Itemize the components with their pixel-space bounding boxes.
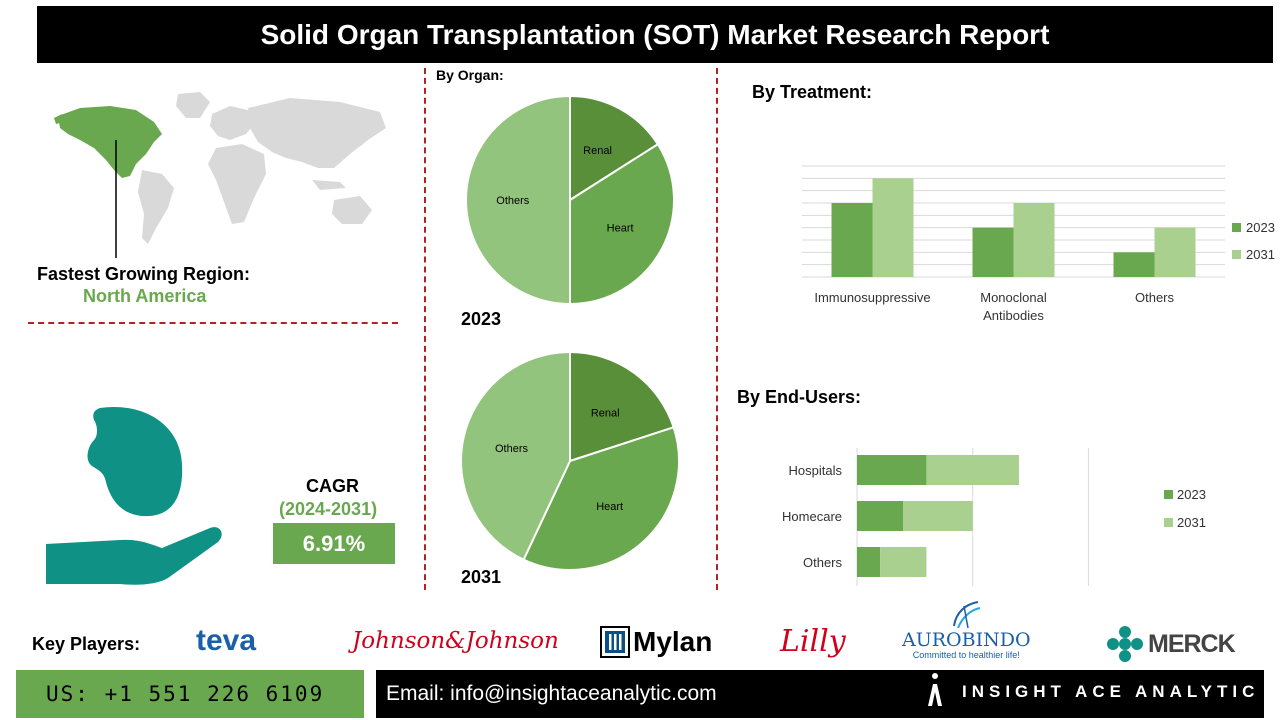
treatment-category-label: Antibodies xyxy=(983,308,1044,323)
treatment-category-label: Monoclonal xyxy=(980,290,1047,305)
pie-2023-label-renal: Renal xyxy=(583,145,612,157)
end-users-legend-label-2023: 2023 xyxy=(1177,487,1206,502)
hand-shape xyxy=(46,527,222,585)
indonesia-shape xyxy=(312,180,346,190)
end-users-legend-swatch-2031 xyxy=(1164,518,1173,527)
merck-logo: MERCK xyxy=(1106,625,1236,663)
key-players-label: Key Players: xyxy=(32,634,141,654)
brand-name: INSIGHT ACE ANALYTIC xyxy=(962,682,1260,701)
pie-2031-slice-others xyxy=(460,350,571,561)
pie-2031-label-renal: Renal xyxy=(591,407,620,419)
pie-2031-year-label: 2031 xyxy=(461,567,502,587)
treatment-bar-2023 xyxy=(831,203,873,277)
divider-region xyxy=(28,322,398,324)
page-title: Solid Organ Transplantation (SOT) Market… xyxy=(260,18,1050,50)
by-end-users-title: By End-Users: xyxy=(737,387,862,407)
kidney-shape xyxy=(87,406,183,517)
aurobindo-icon xyxy=(953,601,981,629)
merck-logo-text: MERCK xyxy=(1148,629,1236,658)
treatment-category-label: Immunosuppressive xyxy=(814,290,930,305)
lilly-logo: Lilly xyxy=(780,624,846,659)
africa-shape xyxy=(208,144,266,224)
mylan-icon xyxy=(600,626,630,658)
cagr-period: (2024-2031) xyxy=(279,499,378,519)
pie-2031-label-others: Others xyxy=(495,443,529,455)
australia-shape xyxy=(332,196,372,224)
end-users-legend-label-2031: 2031 xyxy=(1177,515,1206,530)
cagr-value: 6.91% xyxy=(273,523,395,564)
kidney-hand-icon xyxy=(46,406,222,585)
greenland-shape xyxy=(176,92,210,118)
treatment-bar-2031 xyxy=(1154,227,1196,277)
pie-2031-slice-renal xyxy=(569,350,675,463)
north-america-shape xyxy=(54,106,162,178)
phone-contact[interactable]: US: +1 551 226 6109 xyxy=(16,670,364,718)
email-contact[interactable]: Email: info@insightaceanalytic.com xyxy=(376,670,1264,718)
treatment-bar-chart: Immunosuppressive Monoclonal Antibodies Oth… xyxy=(802,165,1275,323)
johnson-logo-text: Johnson&Johnson xyxy=(352,628,559,654)
aurobindo-logo: AUROBINDO Committed to healthier life! xyxy=(902,600,1031,660)
johnson-and-johnson-logo: Johnson&Johnson xyxy=(352,628,559,654)
pie-2023-year-label: 2023 xyxy=(461,309,502,329)
pie-2023-slice-others xyxy=(465,94,571,306)
pie-2023-slice-heart xyxy=(569,142,675,306)
teva-logo: teva xyxy=(196,624,256,658)
treatment-category-label: Others xyxy=(1135,290,1175,305)
japan-shape xyxy=(356,128,366,146)
by-treatment-title: By Treatment: xyxy=(752,82,873,102)
world-map xyxy=(54,92,386,258)
end-users-category-label: Homecare xyxy=(782,509,842,524)
divider-right xyxy=(716,68,718,590)
pie-chart-2023: Renal Heart Others xyxy=(465,94,675,306)
region-label: Fastest Growing Region: xyxy=(37,264,251,284)
end-users-category-label: Hospitals xyxy=(789,463,843,478)
teva-logo-text: teva xyxy=(196,624,257,657)
treatment-bar-2031 xyxy=(1013,203,1055,277)
end-users-category-label: Others xyxy=(803,555,843,570)
by-organ-title: By Organ: xyxy=(436,67,504,83)
end-users-bar-2031 xyxy=(880,547,927,577)
treatment-bar-2023 xyxy=(972,227,1014,277)
treatment-bar-2031 xyxy=(872,178,914,277)
email-text[interactable]: Email: info@insightaceanalytic.com xyxy=(386,682,717,705)
pie-2031-slice-heart xyxy=(522,426,680,571)
end-users-bar-chart: Hospitals Homecare Others 2023 2031 xyxy=(782,448,1206,586)
divider-left xyxy=(424,68,426,590)
end-users-bar-2023 xyxy=(857,547,881,577)
treatment-legend-swatch-2031 xyxy=(1232,250,1241,259)
region-value: North America xyxy=(83,286,207,306)
aurobindo-tagline: Committed to healthier life! xyxy=(912,650,1020,660)
pie-chart-2031: Renal Heart Others xyxy=(460,350,680,571)
aurobindo-logo-text: AUROBINDO xyxy=(902,629,1031,651)
pie-2023-label-heart: Heart xyxy=(607,223,634,235)
end-users-bar-2023 xyxy=(857,455,927,485)
pie-2023-label-others: Others xyxy=(496,195,530,207)
end-users-legend-swatch-2023 xyxy=(1164,490,1173,499)
treatment-legend-swatch-2023 xyxy=(1232,223,1241,232)
europe-shape xyxy=(210,106,256,140)
treatment-legend-label-2023: 2023 xyxy=(1246,220,1275,235)
mylan-logo: Mylan xyxy=(600,626,712,658)
title-bar: Solid Organ Transplantation (SOT) Market… xyxy=(37,6,1273,63)
lilly-logo-text: Lilly xyxy=(780,624,846,659)
merck-icon xyxy=(1107,626,1143,662)
cagr-label: CAGR xyxy=(306,476,359,496)
insight-ace-logo-icon xyxy=(928,673,942,706)
asia-shape xyxy=(248,98,386,168)
south-america-shape xyxy=(138,170,174,244)
end-users-bar-2031 xyxy=(903,501,973,531)
treatment-bar-2023 xyxy=(1113,252,1155,277)
pie-2031-label-heart: Heart xyxy=(596,501,623,513)
end-users-bar-2023 xyxy=(857,501,904,531)
pie-2023-slice-renal xyxy=(569,94,660,202)
treatment-legend-label-2031: 2031 xyxy=(1246,247,1275,262)
end-users-bar-2031 xyxy=(926,455,1019,485)
mylan-logo-text: Mylan xyxy=(633,626,713,657)
